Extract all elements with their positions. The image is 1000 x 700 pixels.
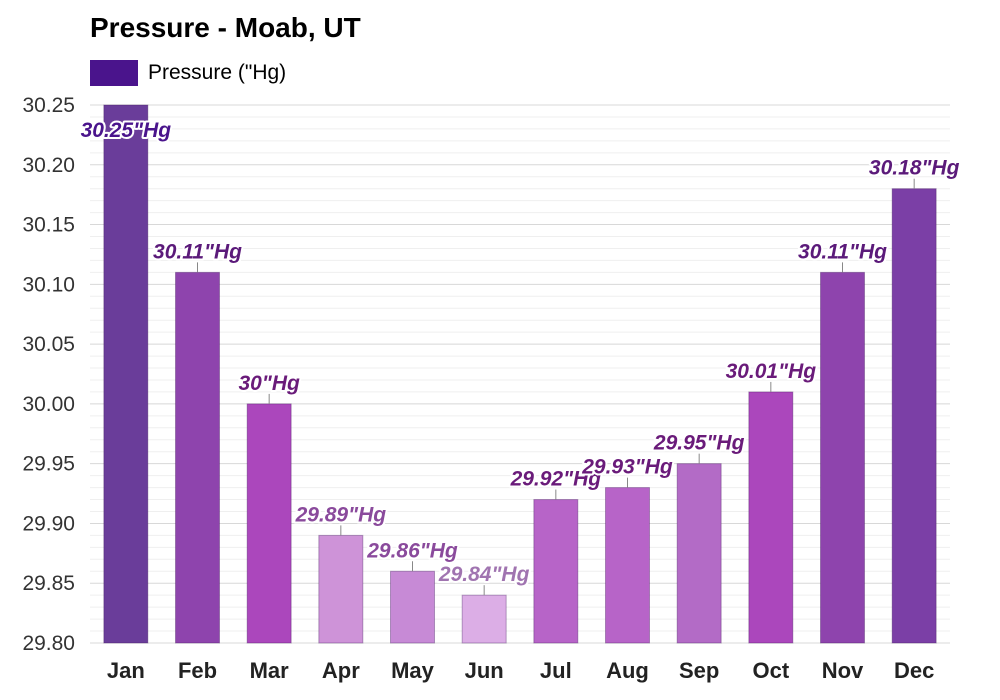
- bar-jan: [103, 104, 149, 644]
- x-category-label: Oct: [752, 658, 789, 683]
- bars: [103, 104, 937, 644]
- value-label-dec: 30.18"Hg: [869, 157, 960, 180]
- legend-swatch: [90, 60, 138, 86]
- y-tick-label: 30.00: [22, 393, 75, 416]
- y-tick-label: 30.20: [22, 154, 75, 177]
- value-label-jun: 29.84"Hg: [438, 563, 530, 586]
- y-tick-label: 29.85: [22, 572, 75, 595]
- y-axis-ticks: 30.25 30.20 30.15 30.10 30.05 30.00 29.95 29.90…: [22, 94, 75, 655]
- legend-label: Pressure ("Hg): [148, 61, 287, 84]
- bar-sep: [676, 463, 722, 644]
- x-axis-categories: Jan Feb Mar Apr May Jun Jul Aug Sep Oct Nov Dec: [107, 658, 934, 683]
- y-tick-label: 29.80: [22, 632, 75, 655]
- x-category-label: Mar: [250, 658, 290, 683]
- bar-oct: [748, 391, 794, 644]
- y-tick-label: 30.15: [22, 214, 75, 237]
- x-category-label: Jul: [540, 658, 572, 683]
- bar-jul: [533, 499, 579, 644]
- value-labels: 30.25"Hg30.11"Hg30"Hg29.89"Hg29.86"Hg29.…: [79, 117, 962, 596]
- value-label-mar: 30"Hg: [239, 372, 300, 395]
- value-label-oct: 30.01"Hg: [726, 360, 817, 383]
- bar-mar: [246, 403, 292, 644]
- bar-may: [390, 570, 435, 644]
- y-tick-label: 30.25: [22, 94, 75, 117]
- value-label-aug: 29.93"Hg: [581, 456, 673, 479]
- y-tick-label: 30.05: [22, 333, 75, 356]
- bar-aug: [605, 487, 650, 644]
- y-tick-label: 29.95: [22, 453, 75, 476]
- x-category-label: Dec: [894, 658, 934, 683]
- y-tick-label: 29.90: [22, 512, 75, 535]
- value-label-may: 29.86"Hg: [366, 539, 458, 562]
- legend: Pressure ("Hg): [90, 60, 286, 86]
- x-category-label: Feb: [178, 658, 217, 683]
- bar-jun: [461, 594, 507, 644]
- bar-apr: [318, 534, 364, 644]
- x-category-label: Aug: [606, 658, 649, 683]
- x-category-label: Nov: [822, 658, 864, 683]
- x-category-label: Jan: [107, 658, 145, 683]
- value-label-sep: 29.95"Hg: [653, 432, 745, 455]
- value-label-jan: 30.25"Hg: [81, 119, 172, 142]
- y-tick-label: 30.10: [22, 273, 75, 296]
- value-label-feb: 30.11"Hg: [153, 240, 242, 263]
- bar-feb: [175, 271, 220, 644]
- chart-title: Pressure - Moab, UT: [90, 12, 361, 43]
- value-label-apr: 29.89"Hg: [295, 503, 387, 526]
- x-category-label: Jun: [465, 658, 504, 683]
- bar-dec: [891, 188, 937, 644]
- x-category-label: Sep: [679, 658, 719, 683]
- grid-lines: [90, 104, 950, 644]
- bar-nov: [820, 271, 865, 644]
- x-category-label: May: [391, 658, 435, 683]
- value-label-nov: 30.11"Hg: [798, 240, 887, 263]
- x-category-label: Apr: [322, 658, 360, 683]
- value-label-jul: 29.92"Hg: [510, 468, 602, 491]
